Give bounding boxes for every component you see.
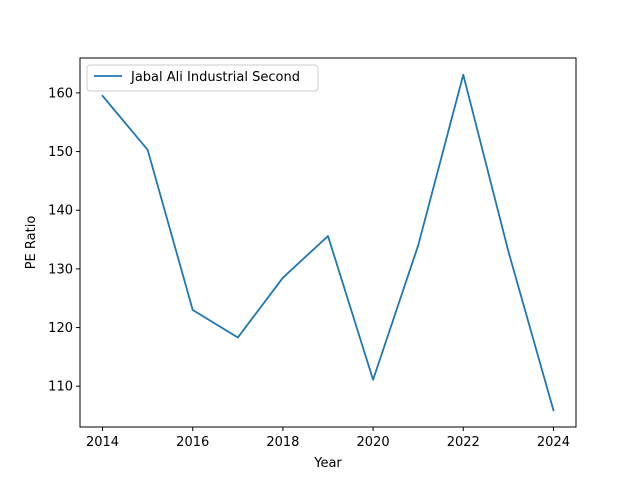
legend: Jabal Ali Industrial Second — [86, 64, 319, 92]
plot-area — [101, 73, 555, 412]
x-tick-label: 2014 — [86, 435, 119, 450]
x-tick-label: 2024 — [537, 435, 570, 450]
y-tick-label: 140 — [48, 204, 73, 219]
series-line-0 — [101, 73, 555, 412]
x-tick-label: 2016 — [176, 435, 209, 450]
y-tick-label: 150 — [48, 145, 73, 160]
ticks: 2014 2016 2018 2020 2022 2024 110 120 130 140 150 1… — [48, 86, 570, 450]
y-tick-label: 160 — [48, 86, 73, 101]
y-tick-label: 130 — [48, 262, 73, 277]
x-tick-label: 2018 — [266, 435, 299, 450]
x-tick-label: 2022 — [447, 435, 480, 450]
legend-box — [86, 64, 319, 92]
plot-frame — [79, 57, 577, 428]
y-tick-label: 110 — [48, 380, 73, 395]
legend-label: Jabal Ali Industrial Second — [130, 70, 300, 85]
x-tick-label: 2020 — [357, 435, 390, 450]
y-axis-label: PE Ratio — [24, 216, 39, 270]
y-tick-label: 120 — [48, 321, 73, 336]
x-axis-label: Year — [313, 456, 342, 471]
